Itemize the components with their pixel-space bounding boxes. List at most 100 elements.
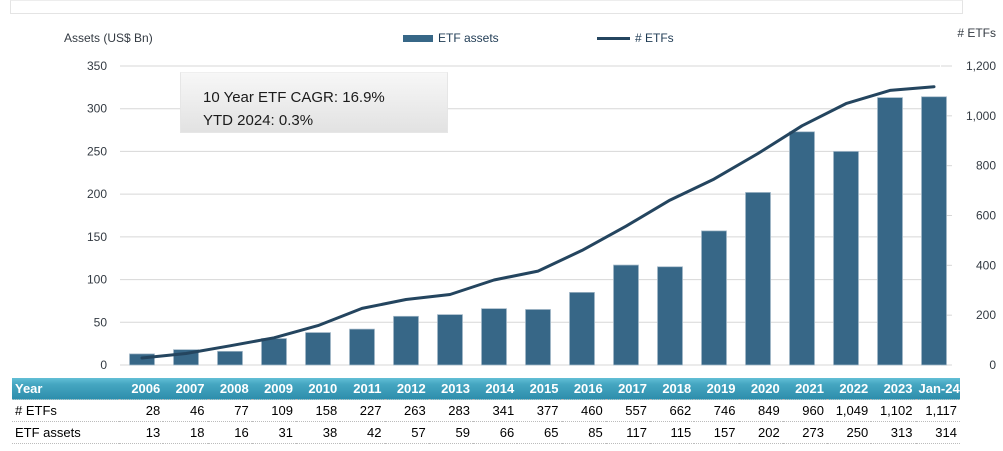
table-cell: 849 (758, 403, 780, 418)
table-header-row: Year 2006 2007 2008 2009 2010 2011 2012 2013 2014… (12, 378, 960, 400)
legend-label-num-etfs: # ETFs (635, 31, 674, 45)
bar-2014 (481, 308, 507, 366)
left-axis-tick-label: 50 (94, 315, 108, 329)
legend-item-etf-assets: ETF assets (403, 31, 499, 45)
table-cell: 557 (625, 403, 647, 418)
table-cell: 42 (367, 425, 382, 440)
table-cell: 66 (499, 425, 515, 440)
table-cell: 1,117 (925, 403, 957, 418)
table-cell: 85 (588, 425, 603, 440)
table-row: # ETFs 28 46 77 109 158 227 263 283 341 377 460 557 6… (12, 400, 960, 422)
table-cell: 158 (315, 403, 338, 418)
table-header-2017: 2017 (605, 378, 650, 400)
left-axis-tick-label: 0 (100, 358, 107, 372)
bar-2022 (833, 151, 859, 366)
table-cell: 109 (271, 403, 293, 418)
bar-2009 (261, 338, 287, 366)
table-header-2011: 2011 (340, 378, 385, 400)
table-header-2018: 2018 (650, 378, 695, 400)
table-header-2015: 2015 (517, 378, 562, 400)
bar-2018 (657, 266, 683, 366)
table-cell: 283 (448, 403, 470, 418)
left-axis-title: Assets (US$ Bn) (64, 31, 153, 45)
bar-swatch-icon (403, 34, 433, 42)
table-header-2009: 2009 (251, 378, 296, 400)
bar-2016 (569, 292, 595, 366)
right-axis-tick-label: 400 (976, 258, 996, 272)
table-cell: 59 (455, 425, 470, 440)
etf-count-line (140, 85, 936, 360)
row-label: ETF assets (15, 425, 81, 440)
table-header-2014: 2014 (473, 378, 518, 400)
table-row: ETF assets 13 18 16 31 38 42 57 59 66 65 85 117 115 15… (12, 422, 960, 444)
table-cell: 273 (802, 425, 824, 440)
table-cell: 13 (145, 425, 161, 440)
table-cell: 28 (145, 403, 161, 418)
table-header-2010: 2010 (296, 378, 341, 400)
table-cell: 31 (278, 425, 293, 440)
table-cell: 157 (713, 425, 736, 440)
table-cell: 65 (544, 425, 559, 440)
bar-2020 (745, 192, 771, 366)
cagr-annotation: 10 Year ETF CAGR: 16.9% YTD 2024: 0.3% (180, 72, 448, 133)
left-axis-tick-label: 300 (87, 102, 107, 116)
table-header-2013: 2013 (428, 378, 473, 400)
right-axis-tick-label: 200 (976, 308, 996, 322)
legend-item-num-etfs: # ETFs (597, 31, 674, 45)
table-cell: 662 (669, 403, 692, 418)
combo-chart: 0 50 100 150 200 250 300 350 0 200 400 600 800 1,000 1… (87, 59, 996, 372)
table-cell: 746 (713, 403, 736, 418)
table-header-2023: 2023 (871, 378, 916, 400)
legend-label-etf-assets: ETF assets (438, 31, 499, 45)
table-header-Jan-24: Jan-24 (915, 378, 960, 400)
table-cell: 250 (846, 425, 869, 440)
left-axis-tick-label: 150 (87, 230, 107, 244)
right-axis-tick-label: 800 (976, 159, 996, 173)
table-cell: 1,049 (835, 403, 869, 418)
table-cell: 202 (758, 425, 780, 440)
bar-2021 (789, 131, 815, 366)
table-cell: 38 (322, 425, 338, 440)
bar-Jan-24 (921, 96, 947, 366)
table-cell: 46 (190, 403, 205, 418)
header-strip (10, 0, 963, 14)
left-axis-tick-label: 250 (87, 144, 107, 158)
right-axis-tick-label: 600 (976, 209, 996, 223)
table-cell: 460 (581, 403, 603, 418)
left-axis-tick-label: 350 (87, 59, 107, 73)
bar-2011 (349, 328, 375, 366)
left-axis-tick-label: 100 (87, 273, 107, 287)
table-cell: 117 (626, 425, 647, 440)
table-header-2012: 2012 (384, 378, 429, 400)
left-axis-tick-label: 200 (87, 187, 107, 201)
table-cell: 57 (411, 425, 426, 440)
bar-2008 (217, 350, 243, 366)
right-axis-tick-label: 0 (989, 358, 996, 372)
table-header-2022: 2022 (827, 378, 872, 400)
table-header-2016: 2016 (561, 378, 606, 400)
line-swatch-icon (597, 36, 630, 40)
table-header-2021: 2021 (782, 378, 827, 400)
table-header-year: Year (12, 378, 119, 400)
table-cell: 377 (536, 403, 559, 418)
table-cell: 77 (234, 403, 249, 418)
table-cell: 263 (404, 403, 426, 418)
table-header-2007: 2007 (163, 378, 208, 400)
bar-2015 (525, 309, 551, 366)
table-header-2020: 2020 (738, 378, 783, 400)
bar-2010 (305, 332, 331, 366)
bar-2023 (877, 97, 903, 366)
table-header-2019: 2019 (694, 378, 739, 400)
table-cell: 16 (234, 425, 249, 440)
bar-2017 (613, 264, 639, 366)
cagr-annotation-line1: 10 Year ETF CAGR: 16.9% (203, 89, 385, 106)
table-cell: 115 (670, 425, 692, 440)
right-axis-tick-label: 1,200 (966, 59, 996, 73)
table-header-2006: 2006 (119, 378, 164, 400)
table-cell: 18 (190, 425, 205, 440)
table-cell: 314 (935, 425, 957, 440)
right-axis-tick-label: 1,000 (966, 109, 996, 123)
data-table: Year 2006 2007 2008 2009 2010 2011 2012 2013 2014… (12, 378, 960, 444)
table-cell: 960 (802, 403, 824, 418)
